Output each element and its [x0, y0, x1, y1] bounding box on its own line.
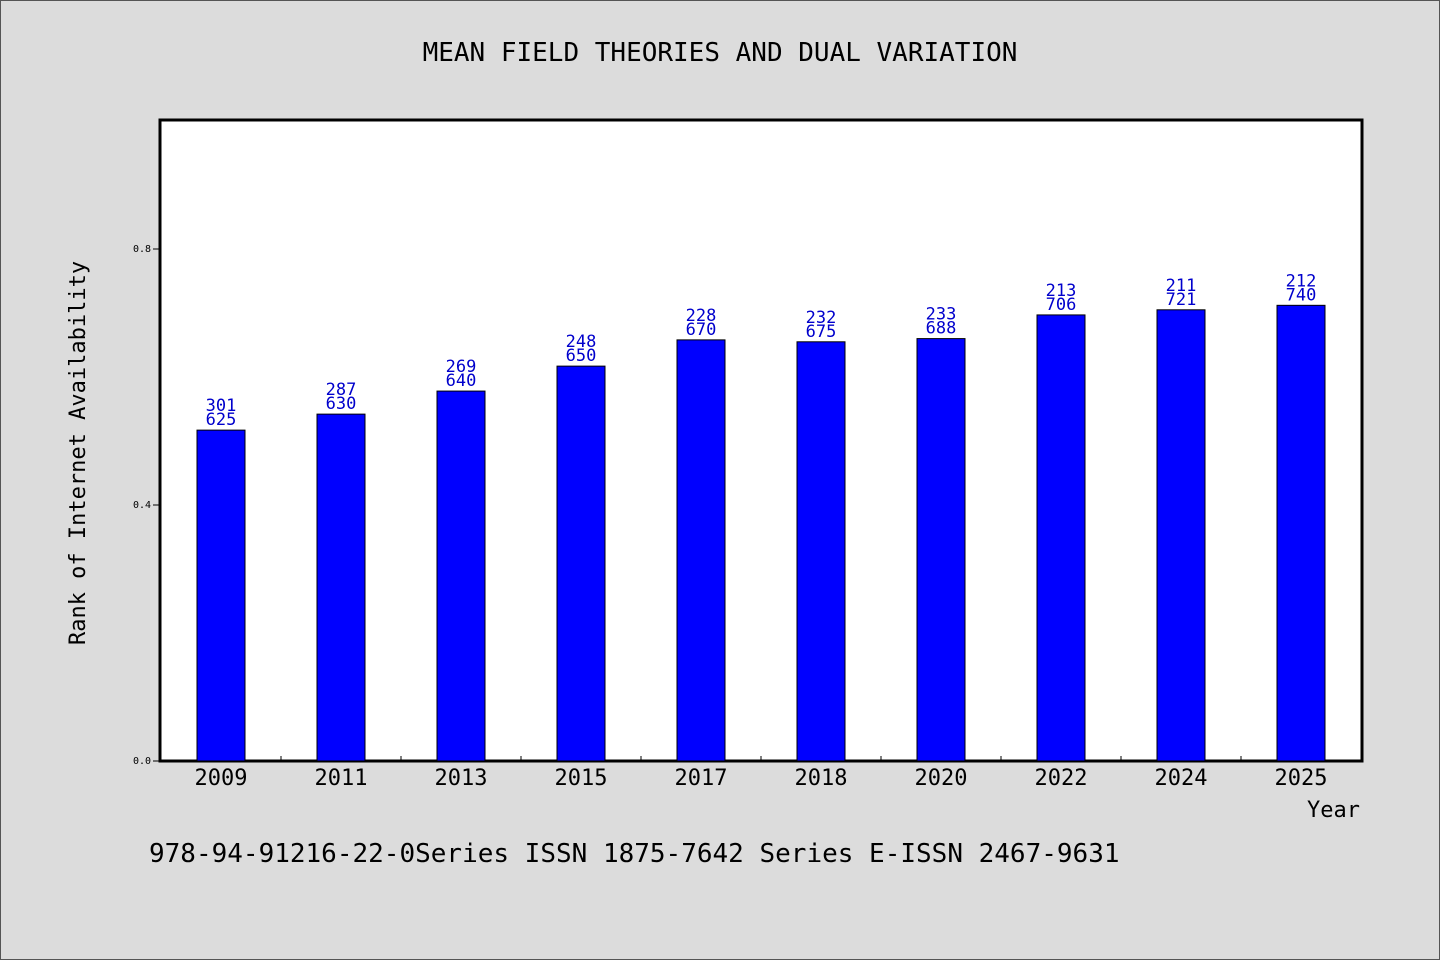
bar-label-bottom: 688	[926, 319, 957, 339]
bar-2011	[316, 413, 366, 762]
x-axis-label: Year	[1307, 798, 1360, 823]
bar-label-top: 228	[686, 306, 717, 326]
bar-2013	[436, 390, 486, 762]
x-tick-label: 2020	[915, 766, 968, 791]
bar-2009	[196, 429, 246, 762]
footnote-isbn: 978-94-91216-22-0Series ISSN 1875-7642 S…	[149, 839, 1120, 869]
bar-2017	[676, 339, 726, 762]
chart-title: MEAN FIELD THEORIES AND DUAL VARIATION	[423, 38, 1018, 68]
y-tick-label: 0.0	[133, 756, 151, 767]
bar-label-top: 211	[1166, 276, 1197, 296]
x-tick-label: 2013	[435, 766, 488, 791]
bar-label-top: 213	[1046, 281, 1077, 301]
bar-label-top: 269	[446, 357, 477, 377]
bar-2024	[1156, 309, 1206, 762]
bar-label-bottom: 675	[806, 322, 837, 342]
bar-label-bottom: 640	[446, 371, 477, 391]
bar-label-top: 212	[1286, 271, 1317, 291]
bar-label-bottom: 721	[1166, 290, 1197, 310]
x-tick-label: 2024	[1155, 766, 1208, 791]
x-tick-label: 2017	[675, 766, 728, 791]
x-tick-label: 2025	[1275, 766, 1328, 791]
y-axis: 0.0 0.4 0.8	[133, 244, 161, 767]
y-tick-label: 0.4	[133, 500, 151, 511]
bar-label-top: 233	[926, 305, 957, 325]
bar-label-top: 301	[206, 396, 237, 416]
bar-2018	[796, 341, 846, 762]
bar-2025	[1276, 304, 1326, 762]
bar-label-bottom: 630	[326, 394, 357, 414]
x-tick-label: 2011	[315, 766, 368, 791]
bar-label-top: 232	[806, 308, 837, 328]
bar-label-top: 248	[566, 332, 597, 352]
y-axis-label: Rank of Internet Availability	[66, 261, 91, 645]
x-axis: 2009 2011 2013 2015 2017 2018 2020 2022 2024 2025	[195, 756, 1328, 791]
bar-label-top: 287	[326, 380, 357, 400]
y-tick-label: 0.8	[133, 244, 151, 255]
bar-2015	[556, 365, 606, 762]
bar-label-bottom: 625	[206, 410, 237, 430]
bar-2020	[916, 338, 966, 762]
bar-label-bottom: 650	[566, 346, 597, 366]
x-tick-label: 2009	[195, 766, 248, 791]
x-tick-label: 2018	[795, 766, 848, 791]
bar-label-bottom: 706	[1046, 295, 1077, 315]
bar-label-bottom: 670	[686, 320, 717, 340]
bar-2022	[1036, 314, 1086, 762]
x-tick-label: 2015	[555, 766, 608, 791]
bar-label-bottom: 740	[1286, 285, 1317, 305]
x-tick-label: 2022	[1035, 766, 1088, 791]
